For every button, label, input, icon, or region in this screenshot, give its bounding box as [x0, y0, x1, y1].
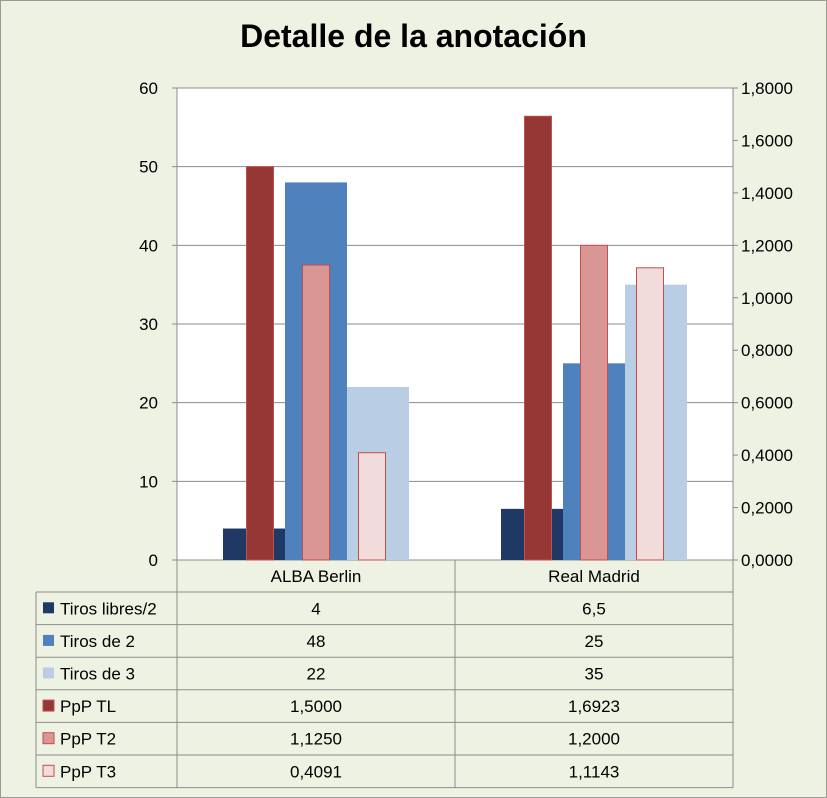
- table-cell-value: 6,5: [582, 599, 606, 618]
- primary-tick-label: 10: [139, 472, 158, 491]
- chart-title: Detalle de la anotación: [240, 18, 587, 54]
- secondary-tick-label: 0,8000: [741, 341, 793, 360]
- legend-label: Tiros libres/2: [60, 599, 157, 618]
- primary-tick-label: 50: [139, 158, 158, 177]
- table-cell-value: 25: [585, 632, 604, 651]
- secondary-tick-label: 1,8000: [741, 79, 793, 98]
- legend-label: Tiros de 2: [60, 632, 135, 651]
- table-cell-value: 1,5000: [290, 697, 342, 716]
- bar-ppp-tl: [246, 166, 274, 561]
- primary-tick-label: 40: [139, 236, 158, 255]
- secondary-tick-label: 0,2000: [741, 499, 793, 518]
- table-cell-value: 1,1143: [569, 762, 620, 781]
- secondary-tick-label: 0,0000: [741, 551, 793, 570]
- secondary-tick-label: 1,0000: [741, 289, 793, 308]
- legend-key: [43, 667, 54, 679]
- table-cell-value: 1,1250: [290, 730, 342, 749]
- table-cell-value: 0,4091: [290, 762, 342, 781]
- legend-label: Tiros de 3: [60, 665, 135, 684]
- primary-tick-label: 0: [149, 551, 158, 570]
- table-cell-value: 1,6923: [568, 697, 620, 716]
- legend-label: PpP T3: [60, 762, 116, 781]
- legend-key: [43, 634, 54, 646]
- secondary-tick-label: 1,6000: [741, 131, 793, 150]
- secondary-tick-label: 1,4000: [741, 184, 793, 203]
- bar-ppp-t2: [302, 264, 330, 561]
- table-cell-value: 48: [307, 632, 326, 651]
- table-cell-value: 1,2000: [568, 730, 620, 749]
- category-label: Real Madrid: [548, 567, 640, 586]
- secondary-tick-label: 0,6000: [741, 394, 793, 413]
- legend-key: [42, 764, 55, 777]
- bar-ppp-tl: [524, 115, 552, 561]
- bar-ppp-t3: [358, 452, 386, 561]
- legend-label: PpP T2: [60, 730, 116, 749]
- primary-tick-label: 30: [139, 315, 158, 334]
- table-cell-value: 35: [585, 665, 604, 684]
- primary-tick-label: 60: [139, 79, 158, 98]
- legend-key: [43, 602, 54, 614]
- category-label: ALBA Berlin: [271, 567, 362, 586]
- legend-label: PpP TL: [60, 697, 116, 716]
- primary-tick-label: 20: [139, 394, 158, 413]
- table-cell-value: 22: [307, 665, 326, 684]
- secondary-tick-label: 1,2000: [741, 236, 793, 255]
- legend-key: [42, 732, 55, 745]
- table-cell-value: 4: [311, 599, 320, 618]
- bar-ppp-t2: [580, 244, 608, 561]
- secondary-tick-label: 0,4000: [741, 446, 793, 465]
- legend-key: [42, 699, 55, 712]
- bar-ppp-t3: [636, 267, 664, 561]
